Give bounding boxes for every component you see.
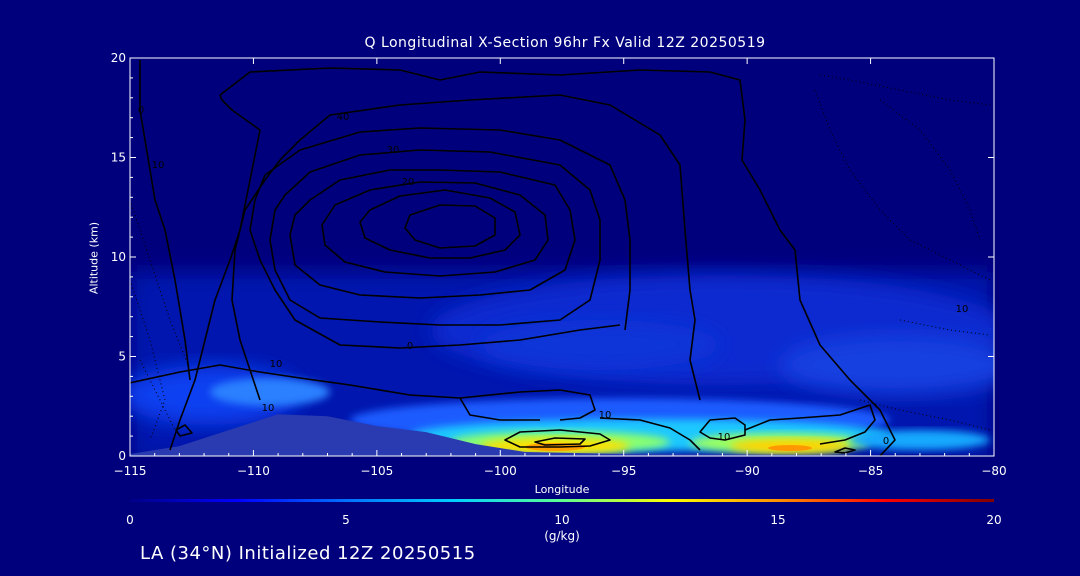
contour-label: 10 — [152, 160, 165, 171]
x-tick-label: −85 — [858, 464, 883, 478]
contour-label: 10 — [718, 432, 731, 443]
colorbar-bar — [130, 499, 994, 502]
moisture-fill — [130, 272, 994, 456]
x-tick-label: −115 — [114, 464, 147, 478]
contour-label: 30 — [387, 145, 400, 156]
contour-label: 0 — [883, 436, 889, 447]
contour-label: 10 — [270, 359, 283, 370]
chart-title: Q Longitudinal X-Section 96hr Fx Valid 1… — [364, 35, 766, 51]
contour-label: 40 — [337, 112, 350, 123]
x-tick-label: −110 — [237, 464, 270, 478]
colorbar-tick-label: 10 — [554, 513, 569, 527]
y-tick-label: 20 — [111, 51, 126, 65]
colorbar-tick-label: 20 — [986, 513, 1001, 527]
x-tick-label: −90 — [734, 464, 759, 478]
x-axis: −115 −110 −105 −100 −95 −90 −85 −80 — [114, 58, 1007, 478]
y-tick-label: 0 — [118, 449, 126, 463]
x-tick-label: −95 — [611, 464, 636, 478]
y-axis: 0 5 10 15 20 — [111, 51, 994, 463]
y-axis-label: Altitude (km) — [87, 221, 101, 295]
x-tick-label: −100 — [484, 464, 517, 478]
footer-caption: LA (34°N) Initialized 12Z 20250515 — [140, 543, 476, 564]
contour-label: 0 — [407, 341, 413, 352]
contour-labels: 0 10 20 30 40 10 10 10 10 0 0 10 — [138, 105, 969, 447]
y-tick-label: 10 — [111, 250, 126, 264]
x-axis-label: Longitude — [534, 483, 590, 496]
terrain — [130, 414, 994, 456]
wind-contours — [130, 60, 896, 456]
contour-label: 10 — [956, 304, 969, 315]
colorbar-label: (g/kg) — [544, 529, 580, 543]
contour-label: 20 — [402, 177, 415, 188]
x-tick-label: −80 — [981, 464, 1006, 478]
y-tick-label: 15 — [111, 151, 126, 165]
contour-label: 0 — [138, 105, 144, 116]
colorbar-tick-label: 15 — [770, 513, 785, 527]
contour-label: 10 — [262, 403, 275, 414]
y-tick-label: 5 — [118, 350, 126, 364]
colorbar-tick-label: 0 — [126, 513, 134, 527]
contour-label: 10 — [599, 410, 612, 421]
colorbar-tick-label: 5 — [342, 513, 350, 527]
colorbar-ticks: 0 5 10 15 20 — [126, 513, 1001, 527]
colorbar: 0 5 10 15 20 — [126, 499, 1002, 527]
plot-area: 0 10 20 30 40 10 10 10 10 0 0 10 — [130, 60, 994, 456]
x-tick-label: −105 — [360, 464, 393, 478]
dotted-contours — [130, 74, 991, 441]
